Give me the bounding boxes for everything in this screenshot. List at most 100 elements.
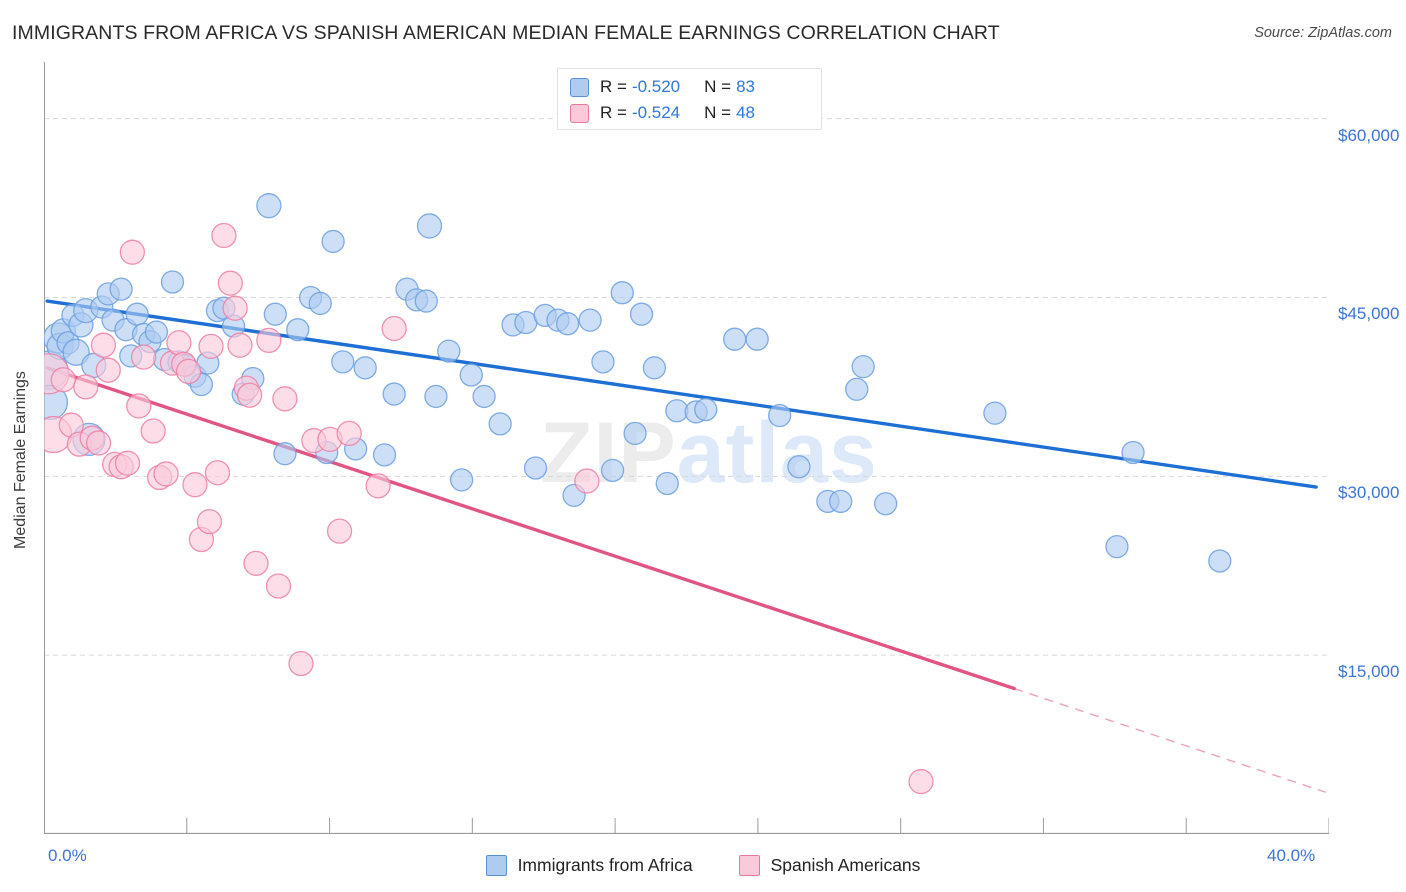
series-legend: Immigrants from Africa Spanish Americans [0,848,1406,882]
data-point[interactable] [286,318,310,342]
data-point[interactable] [217,270,243,296]
data-point[interactable] [655,471,679,496]
legend-swatch-immigrants-from-africa [485,854,507,876]
data-point[interactable] [273,442,297,466]
data-point[interactable] [459,363,483,387]
data-point[interactable] [126,393,152,419]
data-point[interactable] [144,320,169,344]
data-point[interactable] [326,518,353,544]
data-point[interactable] [437,339,461,363]
data-point[interactable] [227,332,253,358]
data-point[interactable] [829,489,853,514]
data-point[interactable] [331,350,355,374]
data-point[interactable] [336,420,362,447]
data-point[interactable] [236,382,263,408]
data-point[interactable] [265,573,292,599]
data-point[interactable] [256,327,282,354]
data-point[interactable] [211,222,237,249]
legend-label-spanish-americans: Spanish Americans [770,854,921,875]
n-value-africa: 83 [736,77,755,96]
data-point[interactable] [1208,549,1232,573]
stats-row-africa: R = -0.520 N = 83 [570,74,811,100]
x-tick-label-min: 0.0% [48,846,87,865]
data-point[interactable] [600,458,625,483]
data-point[interactable] [610,281,634,305]
data-point[interactable] [574,468,600,494]
data-point[interactable] [745,327,769,351]
data-point[interactable] [523,456,548,480]
data-point[interactable] [109,277,133,301]
data-point[interactable] [256,193,282,219]
data-point[interactable] [629,302,654,326]
legend-label-immigrants-from-africa: Immigrants from Africa [517,854,693,875]
data-point[interactable] [90,332,117,358]
data-point[interactable] [130,344,157,370]
data-point[interactable] [414,289,438,313]
data-point[interactable] [73,374,99,400]
data-point[interactable] [787,455,811,479]
r-label-africa: R = [600,77,627,96]
legend-item-immigrants-from-africa[interactable]: Immigrants from Africa [485,854,693,876]
data-point[interactable] [555,312,580,336]
data-point[interactable] [50,367,76,393]
data-point[interactable] [196,508,223,535]
r-value-spanish: -0.524 [631,103,681,122]
data-point[interactable] [642,356,667,380]
data-point[interactable] [160,270,185,294]
data-point[interactable] [243,550,269,577]
data-point[interactable] [182,472,208,498]
data-point[interactable] [272,386,298,412]
data-point[interactable] [424,384,448,409]
data-point[interactable] [222,295,248,321]
data-point[interactable] [694,397,718,422]
data-point[interactable] [472,384,496,409]
data-point[interactable] [288,650,314,677]
data-point[interactable] [353,356,377,380]
data-point[interactable] [198,333,224,360]
data-point[interactable] [321,229,345,254]
data-point[interactable] [591,350,615,374]
data-point[interactable] [381,315,407,342]
data-point[interactable] [851,354,875,379]
data-point[interactable] [175,358,202,385]
data-point[interactable] [1121,440,1145,465]
data-point[interactable] [723,327,747,351]
data-point[interactable] [140,418,166,444]
data-point[interactable] [1105,535,1129,559]
data-point[interactable] [416,213,443,239]
trendline-spanish-americans [45,366,1327,793]
data-point[interactable] [308,291,332,316]
stats-row-spanish: R = -0.524 N = 48 [570,100,811,126]
data-point[interactable] [85,430,112,456]
data-point[interactable] [845,377,869,401]
data-point[interactable] [125,302,149,326]
scatter-plot-svg [44,62,1329,834]
n-label-africa: N = [704,77,732,96]
data-point[interactable] [874,492,898,516]
y-axis-title: Median Female Earnings [8,0,34,892]
data-point[interactable] [114,450,141,476]
data-point[interactable] [382,382,406,406]
legend-item-spanish-americans[interactable]: Spanish Americans [738,854,921,876]
trendline-solid [45,366,1016,691]
data-point[interactable] [204,460,231,486]
data-point[interactable] [623,421,647,446]
data-point[interactable] [119,239,145,265]
data-point[interactable] [488,412,512,436]
data-point[interactable] [372,443,397,467]
data-point[interactable] [95,357,121,383]
data-point[interactable] [578,308,602,332]
data-point[interactable] [62,338,90,366]
data-point[interactable] [768,403,792,428]
y-tick-label: $15,000 [1338,662,1400,682]
r-value-africa: -0.520 [631,77,681,96]
data-point[interactable] [365,473,391,499]
data-point[interactable] [166,330,192,356]
data-point[interactable] [449,468,474,492]
data-point[interactable] [263,302,287,326]
data-point[interactable] [153,461,179,487]
y-tick-label: $30,000 [1338,483,1400,503]
data-point[interactable] [983,401,1007,425]
data-point[interactable] [908,768,934,795]
correlation-stats-legend: R = -0.520 N = 83 R = -0.524 N = 48 [557,68,822,130]
